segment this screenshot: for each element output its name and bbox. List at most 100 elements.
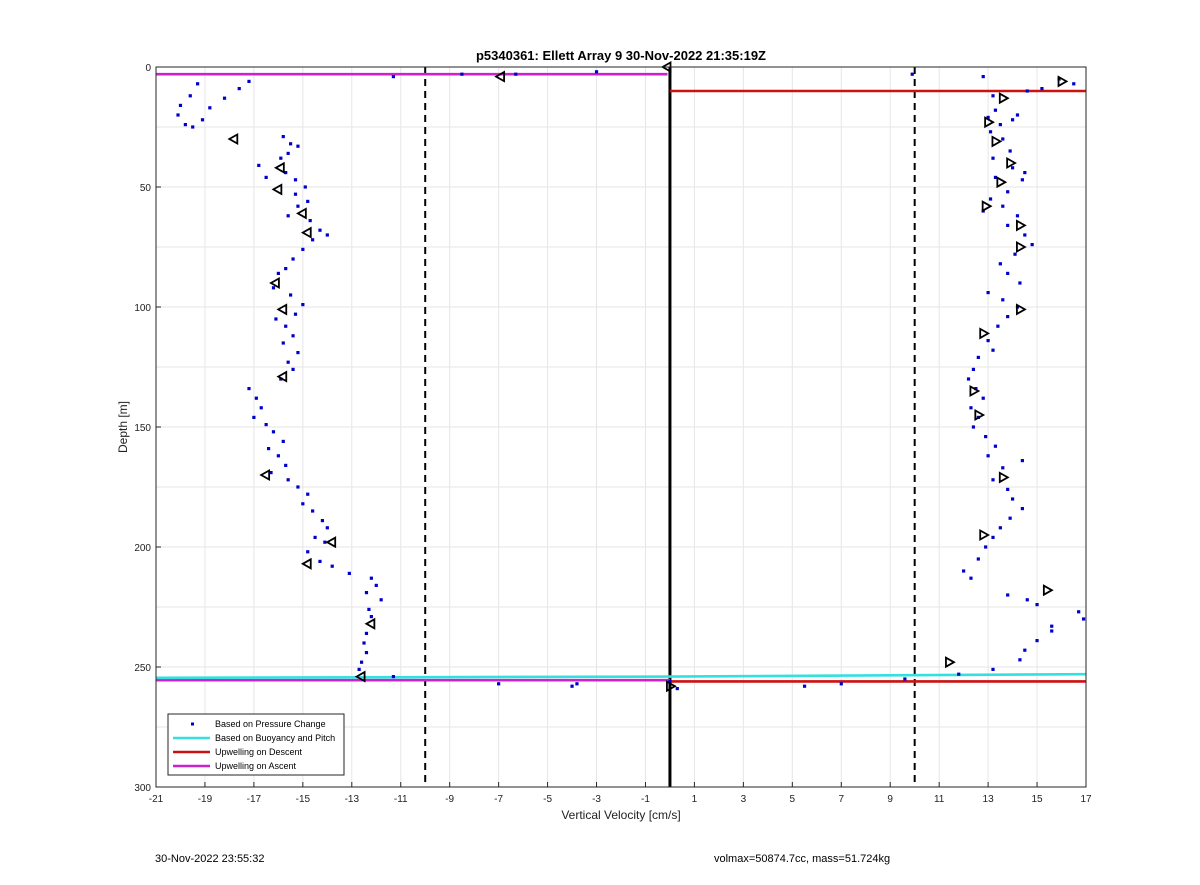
pressure-change-point bbox=[247, 387, 251, 391]
pressure-change-point bbox=[1035, 603, 1039, 607]
y-tick-label: 250 bbox=[134, 663, 151, 674]
pressure-change-point bbox=[966, 377, 971, 381]
pressure-change-point bbox=[969, 576, 973, 580]
x-tick-label: 17 bbox=[1080, 794, 1092, 805]
pressure-change-point bbox=[1025, 89, 1029, 93]
buoyancy-pitch-point bbox=[1016, 219, 1027, 232]
pressure-change-point bbox=[1020, 459, 1024, 463]
pressure-change-point bbox=[391, 675, 395, 679]
axis-ticks: -21 -19 -17 -15 -13 -11 -9 -7 -5 -3 -1 1 3 5 7 9 11 13 15 1… bbox=[134, 63, 1092, 805]
pressure-change-point bbox=[281, 439, 285, 443]
y-tick-label: 150 bbox=[134, 423, 151, 434]
pressure-change-point bbox=[291, 367, 295, 371]
buoyancy-pitch-point bbox=[991, 135, 1003, 148]
x-tick-label: 5 bbox=[790, 794, 796, 805]
pressure-change-point bbox=[986, 291, 990, 295]
pressure-change-point bbox=[1035, 639, 1039, 643]
pressure-change-point bbox=[986, 115, 990, 119]
buoyancy-pitch-point bbox=[271, 183, 283, 196]
pressure-change-point bbox=[293, 192, 298, 196]
pressure-change-point bbox=[357, 667, 361, 671]
buoyancy-pitch-point bbox=[945, 656, 956, 669]
x-tick-label: -11 bbox=[394, 794, 408, 805]
pressure-change-point bbox=[1006, 223, 1010, 227]
pressure-change-point bbox=[991, 348, 995, 352]
pressure-change-point bbox=[313, 535, 317, 539]
pressure-change-point bbox=[284, 267, 288, 271]
footer-timestamp: 30-Nov-2022 23:55:32 bbox=[155, 853, 265, 865]
pressure-change-point bbox=[1006, 271, 1010, 275]
pressure-change-point bbox=[196, 82, 200, 86]
pressure-change-point bbox=[311, 238, 315, 242]
x-tick-label: -13 bbox=[345, 794, 360, 805]
buoyancy-pitch-point bbox=[296, 207, 307, 220]
pressure-change-point bbox=[570, 684, 574, 688]
buoyancy-line bbox=[155, 672, 1087, 680]
legend-label-descent: Upwelling on Descent bbox=[215, 747, 303, 757]
x-tick-label: 3 bbox=[741, 794, 747, 805]
pressure-change-point bbox=[497, 682, 501, 686]
pressure-change-point bbox=[325, 526, 329, 530]
pressure-change-point bbox=[991, 94, 995, 98]
x-tick-label: -15 bbox=[296, 794, 311, 805]
pressure-change-point bbox=[364, 631, 369, 635]
pressure-change-point bbox=[306, 199, 310, 203]
legend-label-pressure: Based on Pressure Change bbox=[215, 719, 326, 729]
pressure-change-point bbox=[991, 667, 995, 671]
pressure-change-point bbox=[369, 615, 373, 619]
pressure-change-point bbox=[364, 651, 369, 655]
pressure-change-point bbox=[276, 271, 280, 275]
y-tick-label: 300 bbox=[134, 783, 151, 794]
pressure-change-point bbox=[347, 571, 351, 575]
pressure-change-point bbox=[976, 557, 980, 561]
pressure-change-point bbox=[323, 540, 327, 544]
pressure-change-point bbox=[379, 598, 383, 602]
x-tick-label: 7 bbox=[838, 794, 844, 805]
x-tick-label: -1 bbox=[641, 794, 650, 805]
pressure-change-point bbox=[988, 197, 993, 201]
pressure-change-point bbox=[291, 334, 295, 338]
x-tick-label: -9 bbox=[445, 794, 454, 805]
pressure-change-point bbox=[1015, 214, 1020, 218]
pressure-change-point bbox=[1050, 624, 1054, 628]
buoyancy-pitch-point bbox=[300, 557, 312, 570]
x-tick-label: -5 bbox=[543, 794, 552, 805]
buoyancy-pitch-point bbox=[354, 670, 366, 683]
pressure-change-point bbox=[1006, 487, 1010, 491]
x-tick-label: 9 bbox=[887, 794, 893, 805]
buoyancy-pitch-point bbox=[269, 276, 280, 290]
pressure-change-point bbox=[318, 559, 322, 563]
pressure-change-point bbox=[303, 185, 307, 189]
y-tick-label: 50 bbox=[140, 183, 152, 194]
x-tick-label: -21 bbox=[149, 794, 164, 805]
x-tick-label: 1 bbox=[692, 794, 698, 805]
pressure-change-point bbox=[176, 113, 180, 117]
pressure-change-point bbox=[308, 219, 312, 223]
pressure-change-point bbox=[962, 569, 966, 573]
pressure-change-point bbox=[969, 406, 973, 410]
pressure-change-point bbox=[301, 502, 305, 506]
pressure-change-point bbox=[359, 660, 364, 664]
buoyancy-pitch-point bbox=[666, 680, 677, 693]
buoyancy-pitch-point bbox=[969, 384, 981, 398]
pressure-change-point bbox=[1072, 82, 1076, 86]
buoyancy-pitch-point bbox=[1016, 303, 1027, 316]
pressure-change-point bbox=[957, 672, 961, 676]
pressure-change-point bbox=[296, 351, 300, 355]
pressure-change-point bbox=[1050, 629, 1054, 633]
pressure-change-point bbox=[271, 430, 276, 434]
data-points bbox=[176, 60, 1086, 693]
pressure-change-point bbox=[1018, 281, 1022, 285]
pressure-change-point bbox=[364, 591, 369, 595]
pressure-change-point bbox=[1001, 204, 1005, 208]
pressure-change-point bbox=[1010, 166, 1015, 170]
chart-title: p5340361: Ellett Array 9 30-Nov-2022 21:… bbox=[476, 48, 766, 63]
pressure-change-point bbox=[391, 75, 395, 79]
pressure-change-point bbox=[274, 317, 278, 321]
pressure-change-point bbox=[1006, 593, 1010, 597]
pressure-change-point bbox=[575, 682, 579, 686]
pressure-change-point bbox=[986, 339, 990, 343]
pressure-change-point bbox=[284, 324, 288, 328]
buoyancy-pitch-point bbox=[998, 471, 1010, 484]
